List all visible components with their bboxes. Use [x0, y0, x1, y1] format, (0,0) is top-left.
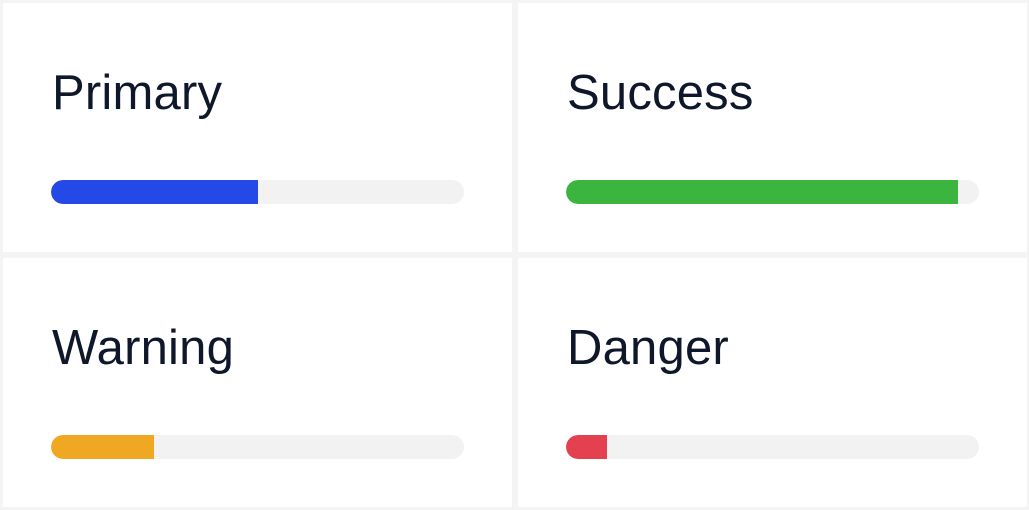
progress-fill-success [566, 180, 959, 204]
progress-fill-danger [566, 435, 608, 459]
progress-card-warning: Warning [3, 258, 512, 507]
progress-card-success: Success [518, 3, 1027, 252]
card-title-warning: Warning [52, 321, 235, 375]
progress-card-primary: Primary [3, 3, 512, 252]
progress-track-warning [51, 435, 464, 459]
progress-card-danger: Danger [518, 258, 1027, 507]
progress-fill-primary [51, 180, 258, 204]
progress-fill-warning [51, 435, 155, 459]
card-title-danger: Danger [567, 321, 729, 375]
card-title-primary: Primary [52, 66, 223, 120]
progress-track-danger [566, 435, 979, 459]
card-title-success: Success [567, 66, 754, 120]
progress-track-primary [51, 180, 464, 204]
progress-track-success [566, 180, 979, 204]
